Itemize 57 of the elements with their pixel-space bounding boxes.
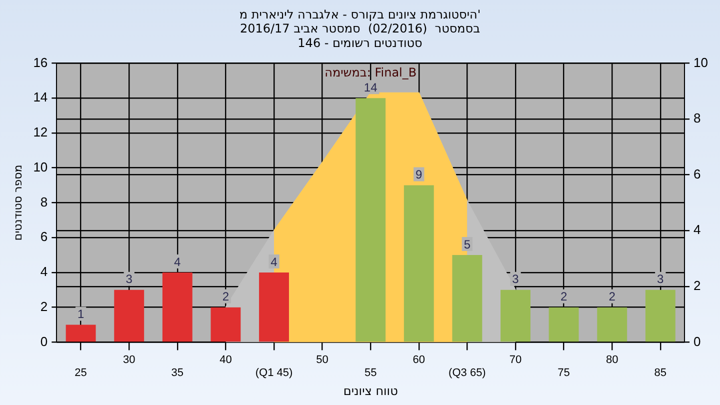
y2-tick-label: 10 <box>694 54 708 70</box>
y-tick-label: 0 <box>40 334 48 349</box>
x-tick-label: 35 <box>171 367 184 380</box>
y-axis-title: מספר סטודנטים <box>11 164 24 241</box>
x-tick-label: (Q1 45) <box>255 367 293 380</box>
data-label: 1 <box>77 307 84 322</box>
y-tick-label: 8 <box>40 194 48 210</box>
x-tick-label: (Q3 65) <box>448 367 486 380</box>
y2-tick-label: 8 <box>694 110 701 126</box>
y-tick-label: 2 <box>40 298 48 314</box>
x-tick-label: 30 <box>122 354 136 366</box>
data-label: 2 <box>560 290 568 304</box>
bar <box>356 98 386 342</box>
data-label: 14 <box>364 80 378 94</box>
bar <box>114 290 144 342</box>
y-tick-label: 4 <box>40 264 48 280</box>
data-label: 4 <box>270 254 278 269</box>
bar <box>500 290 530 342</box>
bar <box>645 290 676 342</box>
bar <box>66 324 96 342</box>
x-tick-label: 70 <box>509 354 522 366</box>
data-label: 2 <box>608 290 616 304</box>
data-label: 3 <box>126 272 133 286</box>
x-tick-label: 60 <box>412 354 426 366</box>
y-tick-label: 10 <box>33 159 48 174</box>
y2-tick-label: 2 <box>694 278 701 293</box>
data-label: 2 <box>222 290 230 304</box>
y-tick-label: 12 <box>33 124 48 140</box>
x-tick-label: 55 <box>364 367 377 380</box>
bar <box>404 185 434 342</box>
bar <box>597 307 628 342</box>
y-tick-label: 14 <box>33 90 48 105</box>
y2-tick-label: 6 <box>694 166 701 182</box>
x-tick-label: 80 <box>606 354 618 366</box>
bar <box>162 272 192 342</box>
x-tick-label: 75 <box>558 367 570 380</box>
bar <box>259 272 289 342</box>
bar <box>210 307 241 342</box>
data-label: 5 <box>464 237 471 252</box>
data-label: 9 <box>416 168 423 182</box>
x-tick-label: 25 <box>74 367 87 380</box>
chart-title: היסטוגרמת ציונים בקורס - אלגברה ליניארית מ' <box>239 7 481 22</box>
data-label: 3 <box>512 272 520 286</box>
x-tick-label: 40 <box>220 354 232 366</box>
x-tick-label: 85 <box>654 367 667 380</box>
y-tick-label: 16 <box>33 54 48 70</box>
bar <box>452 255 482 342</box>
data-label: 4 <box>174 254 182 269</box>
annotation: במשימה: Final_B <box>324 65 417 80</box>
y-tick-label: 6 <box>40 229 48 244</box>
x-tick-label: 50 <box>316 354 328 366</box>
data-label: 3 <box>657 272 664 286</box>
x-axis-title: טווח ציונים <box>343 384 398 398</box>
y2-tick-label: 0 <box>694 334 701 349</box>
chart-subtitle: בסמסטר (02/2016) סמסטר אביב 2016/17 סטודנטים רשומים - 146 <box>240 22 480 50</box>
y2-tick-label: 4 <box>694 222 701 238</box>
bar <box>548 307 579 342</box>
